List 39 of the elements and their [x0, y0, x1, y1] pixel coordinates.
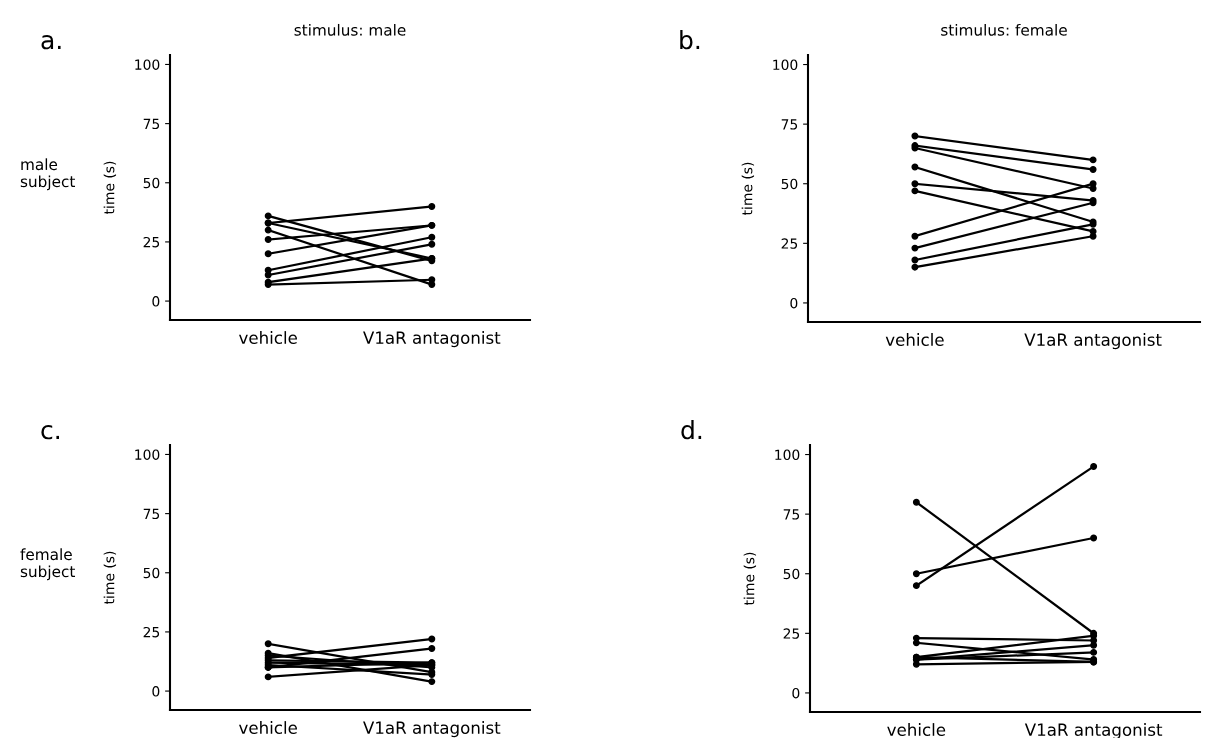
y-tick-label: 100	[773, 59, 798, 71]
text: a.	[41, 35, 61, 50]
chart-title: stimulus: female	[941, 23, 1067, 36]
y-tick-label: 25	[143, 236, 160, 248]
text: male subject	[20, 158, 76, 191]
y-tick-label: 50	[143, 177, 160, 189]
y-tick-label: 0	[792, 687, 800, 699]
y-tick-label: 0	[152, 296, 160, 307]
y-axis-title: time (s)	[743, 552, 757, 606]
text: b.	[680, 30, 700, 50]
y-tick-label: 25	[143, 626, 160, 638]
y-tick-label: 100	[135, 449, 160, 460]
y-tick-label: 25	[781, 238, 798, 249]
chart-title: stimulus: male	[294, 23, 406, 36]
y-axis-title: time (s)	[741, 162, 755, 216]
y-tick-label: 75	[143, 118, 160, 130]
y-tick-label: 100	[135, 59, 160, 70]
y-tick-label: 75	[143, 508, 160, 520]
x-tick-label: vehicle	[887, 723, 946, 737]
y-tick-label: 75	[783, 509, 800, 520]
x-tick-label: vehicle	[239, 331, 297, 345]
x-tick-label: V1aR antagonist	[363, 331, 501, 348]
x-tick-label: vehicle	[239, 721, 297, 735]
y-tick-label: 75	[781, 119, 798, 130]
y-tick-label: 0	[152, 686, 160, 697]
text: d.	[681, 420, 702, 440]
text: c.	[41, 425, 59, 440]
y-tick-label: 50	[781, 178, 798, 190]
y-tick-label: 50	[143, 567, 160, 579]
x-tick-label: V1aR antagonist	[1024, 333, 1162, 350]
y-tick-label: 0	[790, 297, 798, 309]
y-axis-title: time (s)	[103, 161, 117, 215]
text: female subject	[20, 548, 76, 581]
y-tick-label: 100	[775, 449, 800, 461]
x-tick-label: vehicle	[885, 333, 944, 347]
y-tick-label: 25	[783, 628, 800, 639]
y-tick-label: 50	[783, 568, 800, 580]
x-tick-label: V1aR antagonist	[363, 721, 501, 738]
y-axis-title: time (s)	[103, 551, 117, 605]
